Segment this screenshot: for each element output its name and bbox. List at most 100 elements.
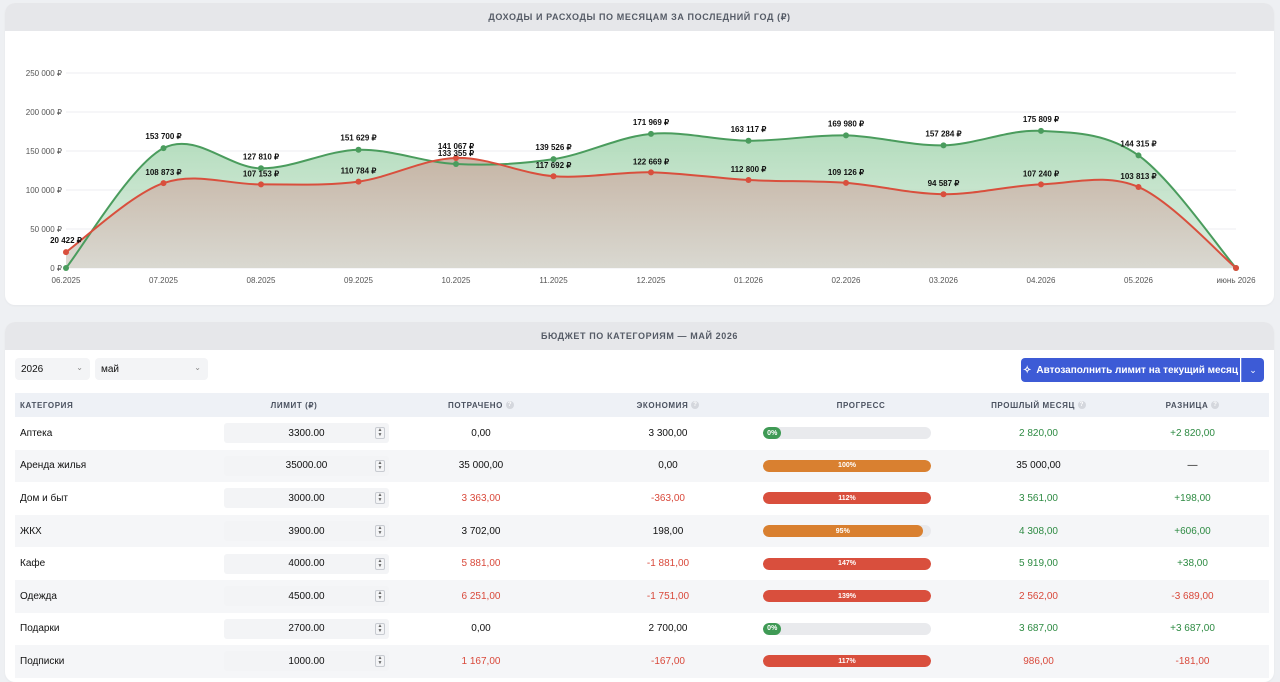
help-icon[interactable]: ? (1077, 401, 1086, 410)
diff-value: +38,00 (1177, 558, 1208, 570)
expense-point (160, 180, 167, 187)
x-tick-label: 11.2025 (539, 276, 568, 285)
income-data-label: 157 284 ₽ (925, 129, 961, 138)
expense-data-label: 109 126 ₽ (828, 168, 864, 177)
progress-bar: 95% (763, 525, 931, 538)
income-expense-chart: 153 700 ₽ 127 810 ₽ 151 629 ₽ 133 355 ₽ 139 … (26, 69, 1256, 285)
expense-data-label: 20 422 ₽ (50, 236, 82, 245)
chevron-down-icon: ⌄ (194, 363, 201, 372)
saving-value: 0,00 (658, 460, 678, 472)
limit-value: 1000.00 (288, 655, 325, 667)
help-icon[interactable]: ? (691, 401, 700, 410)
prev-month-value: 2 562,00 (1019, 590, 1058, 602)
income-data-label: 133 355 ₽ (438, 149, 474, 158)
prev-month-value: 35 000,00 (1016, 460, 1061, 472)
column-header-spent[interactable]: ПОТРАЧЕНО? (447, 400, 515, 410)
x-tick-label: 03.2026 (929, 276, 958, 285)
category-name: Одежда (20, 590, 57, 602)
autofill-dropdown-button[interactable]: ⌄ (1241, 358, 1264, 382)
income-point (550, 156, 557, 163)
column-header-limit[interactable]: ЛИМИТ (₽) (270, 400, 318, 410)
income-point (63, 265, 69, 271)
spent-value: 0,00 (471, 427, 491, 439)
x-tick-label: 06.2025 (52, 276, 81, 285)
table-header-row: КАТЕГОРИЯ ЛИМИТ (₽) ПОТРАЧЕНО? ЭКОНОМИЯ?… (15, 393, 1269, 417)
month-select[interactable]: май ⌄ (95, 358, 208, 380)
progress-bar: 117% (763, 655, 931, 668)
spent-value: 6 251,00 (461, 590, 501, 602)
income-point (258, 165, 264, 172)
prev-month-value: 4 308,00 (1019, 525, 1058, 537)
saving-value: 3 300,00 (648, 427, 688, 439)
category-name: ЖКХ (20, 525, 42, 537)
progress-fill: 112% (763, 492, 931, 505)
spinner-icon[interactable]: ▲ ▼ (375, 655, 385, 668)
column-header-diff[interactable]: РАЗНИЦА? (1165, 400, 1220, 410)
expense-point (940, 191, 947, 198)
expense-point (1233, 265, 1239, 271)
spinner-icon[interactable]: ▲ ▼ (375, 622, 385, 635)
chart-title: ДОХОДЫ И РАСХОДЫ ПО МЕСЯЦАМ ЗА ПОСЛЕДНИЙ… (5, 3, 1274, 31)
x-tick-label: 10.2025 (442, 276, 471, 285)
spinner-icon[interactable]: ▲ ▼ (375, 590, 385, 603)
spinner-icon[interactable]: ▲ ▼ (375, 525, 385, 538)
progress-label: 100% (838, 462, 856, 470)
spinner-icon[interactable]: ▲ ▼ (375, 427, 385, 440)
income-point (1038, 127, 1044, 134)
x-tick-label: 09.2025 (344, 276, 373, 285)
progress-fill: 100% (763, 459, 931, 472)
prev-month-value: 3 561,00 (1019, 492, 1058, 504)
x-tick-label: 12.2025 (637, 276, 666, 285)
prev-month-value: 5 919,00 (1019, 558, 1058, 570)
income-data-label: 144 315 ₽ (1120, 139, 1156, 148)
limit-input[interactable]: 3000.00 ▲ ▼ (224, 488, 389, 509)
limit-input[interactable]: 1000.00 ▲ ▼ (224, 651, 389, 672)
spinner-icon[interactable]: ▲ ▼ (375, 459, 385, 472)
limit-value: 2700.00 (288, 623, 325, 635)
limit-value: 4500.00 (288, 590, 325, 602)
help-icon[interactable]: ? (506, 401, 515, 410)
progress-label: 95% (835, 527, 850, 535)
saving-value: 2 700,00 (648, 623, 688, 635)
category-name: Аренда жилья (20, 460, 87, 472)
limit-input[interactable]: 3900.00 ▲ ▼ (224, 521, 389, 542)
progress-cell: 117% (761, 645, 961, 678)
progress-bar: 139% (763, 590, 931, 603)
progress-cell: 0% (761, 417, 961, 450)
table-row: Одежда 4500.00 ▲ ▼ 6 251,00 -1 751,00 139… (15, 579, 1269, 613)
column-header-saving[interactable]: ЭКОНОМИЯ? (636, 400, 700, 410)
column-header-prev-month[interactable]: ПРОШЛЫЙ МЕСЯЦ? (991, 400, 1086, 410)
limit-value: 4000.00 (288, 558, 325, 570)
column-header-category[interactable]: КАТЕГОРИЯ (20, 400, 74, 410)
limit-input[interactable]: 3300.00 ▲ ▼ (224, 423, 389, 444)
progress-cell: 95% (761, 515, 961, 548)
diff-value: +606,00 (1174, 525, 1211, 537)
progress-label: 0% (767, 625, 778, 633)
autofill-limit-button[interactable]: ✧ Автозаполнить лимит на текущий месяц (1021, 358, 1240, 382)
help-icon[interactable]: ? (1211, 401, 1220, 410)
expense-point (1135, 184, 1142, 191)
progress-fill: 0% (763, 622, 782, 635)
x-tick-label: 07.2025 (149, 276, 178, 285)
expense-point (258, 181, 264, 188)
category-name: Подарки (20, 623, 60, 635)
saving-value: -167,00 (651, 655, 685, 667)
progress-bar: 100% (763, 459, 931, 472)
income-data-label: 171 969 ₽ (633, 118, 669, 127)
limit-input[interactable]: 4000.00 ▲ ▼ (224, 553, 389, 574)
limit-input[interactable]: 35000.00 ▲ ▼ (224, 455, 389, 476)
expense-data-label: 103 813 ₽ (1120, 172, 1156, 181)
limit-input[interactable]: 2700.00 ▲ ▼ (224, 618, 389, 639)
income-expense-chart-card: ДОХОДЫ И РАСХОДЫ ПО МЕСЯЦАМ ЗА ПОСЛЕДНИЙ… (5, 3, 1274, 305)
table-row: Аренда жилья 35000.00 ▲ ▼ 35 000,00 0,00 … (15, 449, 1269, 483)
progress-label: 117% (838, 657, 856, 665)
year-select[interactable]: 2026 ⌄ (15, 358, 90, 380)
y-tick-label: 250 000 ₽ (26, 69, 62, 78)
expense-data-label: 141 067 ₽ (438, 142, 474, 151)
table-row: Подписки 1000.00 ▲ ▼ 1 167,00 -167,00 117… (15, 645, 1269, 678)
limit-input[interactable]: 4500.00 ▲ ▼ (224, 586, 389, 607)
budget-card: БЮДЖЕТ ПО КАТЕГОРИЯМ — МАЙ 2026 2026 ⌄ м… (5, 322, 1274, 682)
limit-value: 3000.00 (288, 492, 325, 504)
spinner-icon[interactable]: ▲ ▼ (375, 492, 385, 505)
spinner-icon[interactable]: ▲ ▼ (375, 557, 385, 570)
